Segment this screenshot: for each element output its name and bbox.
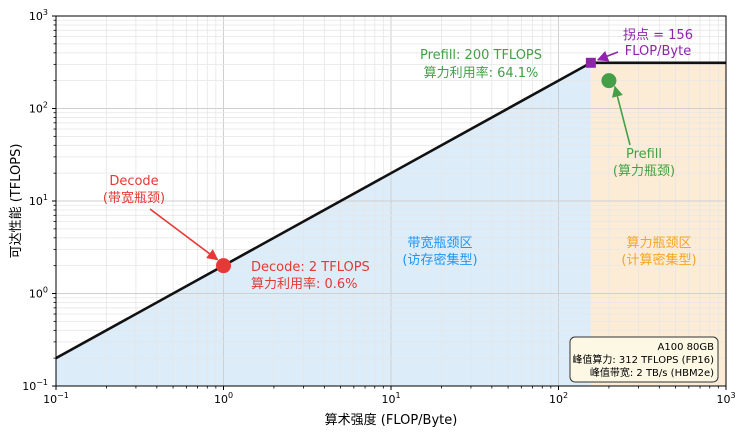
region-compute-label-1: 算力瓶颈区	[626, 236, 691, 251]
decode-value-label-1: Decode: 2 TFLOPS	[251, 260, 370, 275]
prefill-value-label-1: Prefill: 200 TFLOPS	[420, 48, 542, 63]
x-tick-label: 100	[214, 391, 233, 406]
ridge-label-1: 拐点 = 156	[623, 28, 693, 43]
region-bandwidth-label-1: 带宽瓶颈区	[407, 235, 472, 251]
decode-point	[216, 258, 231, 273]
ridge-label-2: FLOP/Byte	[625, 44, 691, 59]
y-tick-label: 102	[29, 101, 48, 116]
y-axis-label: 可达性能 (TFLOPS)	[9, 144, 24, 259]
y-tick-label: 10−1	[22, 378, 48, 393]
y-tick-label: 101	[29, 193, 48, 208]
info-box-line-3: 峰值带宽: 2 TB/s (HBM2e)	[590, 366, 714, 379]
ridge-point-marker	[586, 58, 596, 68]
region-bandwidth-label-2: (访存密集型)	[402, 252, 477, 268]
x-tick-label: 103	[716, 391, 735, 406]
info-box-line-1: A100 80GB	[658, 342, 715, 353]
y-tick-label: 103	[29, 8, 48, 23]
x-axis-label: 算术强度 (FLOP/Byte)	[325, 412, 458, 428]
x-tick-label: 101	[381, 391, 400, 406]
decode-callout-label-1: Decode	[109, 174, 158, 189]
x-tick-label: 10−1	[43, 391, 69, 406]
decode-value-label-2: 算力利用率: 0.6%	[251, 276, 358, 292]
info-box-line-2: 峰值算力: 312 TFLOPS (FP16)	[572, 353, 714, 366]
decode-callout-label-2: (带宽瓶颈)	[103, 190, 165, 206]
prefill-point	[601, 73, 616, 88]
prefill-callout-label-1: Prefill	[626, 147, 662, 162]
x-tick-label: 102	[549, 391, 568, 406]
prefill-callout-label-2: (算力瓶颈)	[613, 164, 675, 179]
region-compute-label-2: (计算密集型)	[621, 252, 696, 268]
y-tick-label: 100	[29, 286, 48, 301]
gpu-info-box: A100 80GB 峰值算力: 312 TFLOPS (FP16) 峰值带宽: …	[570, 337, 718, 382]
prefill-value-label-2: 算力利用率: 64.1%	[424, 65, 539, 81]
